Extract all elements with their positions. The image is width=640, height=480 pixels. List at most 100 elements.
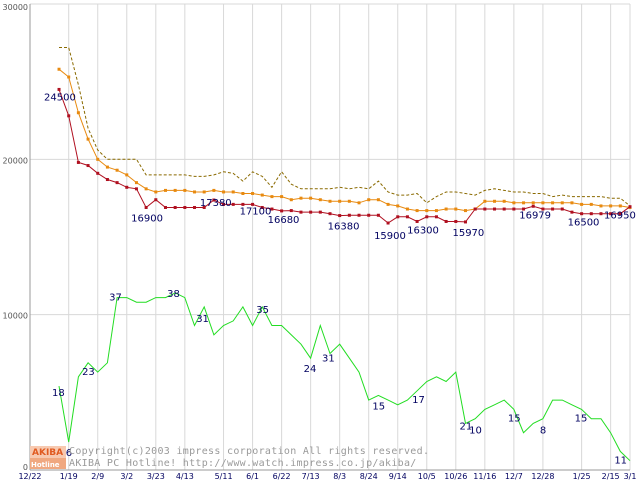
point-middle-48 bbox=[522, 201, 526, 205]
point-lowest-33 bbox=[376, 213, 380, 217]
data-label-lowest-4: 16680 bbox=[268, 215, 300, 226]
x-tick-label-4: 3/23 bbox=[147, 472, 165, 480]
point-lowest-38 bbox=[425, 215, 429, 219]
point-middle-42 bbox=[463, 209, 467, 213]
point-middle-10 bbox=[154, 190, 158, 194]
point-middle-8 bbox=[134, 181, 138, 185]
point-middle-29 bbox=[338, 199, 342, 203]
data-label-shops-18: 35 bbox=[256, 305, 269, 316]
data-label-shops-13: 6 bbox=[66, 448, 72, 459]
point-lowest-41 bbox=[454, 219, 458, 223]
data-label-lowest-6: 15900 bbox=[374, 231, 406, 242]
point-lowest-23 bbox=[280, 209, 284, 213]
data-label-shops-23: 21 bbox=[459, 421, 472, 432]
point-lowest-18 bbox=[231, 202, 235, 206]
point-lowest-58 bbox=[618, 212, 622, 216]
point-lowest-15 bbox=[202, 205, 206, 209]
point-lowest-34 bbox=[386, 221, 390, 225]
point-middle-50 bbox=[541, 201, 545, 205]
point-lowest-22 bbox=[270, 207, 274, 211]
point-middle-55 bbox=[589, 202, 593, 206]
point-middle-27 bbox=[318, 198, 322, 202]
point-middle-17 bbox=[222, 190, 226, 194]
point-lowest-8 bbox=[134, 187, 138, 191]
point-middle-2 bbox=[76, 111, 80, 115]
x-tick-label-12: 9/14 bbox=[389, 472, 407, 480]
x-tick-label-9: 7/13 bbox=[302, 472, 320, 480]
point-middle-31 bbox=[357, 201, 361, 205]
data-label-shops-26: 8 bbox=[540, 426, 546, 437]
point-lowest-44 bbox=[483, 207, 487, 211]
series-line-lowest bbox=[58, 89, 631, 224]
point-middle-35 bbox=[396, 204, 400, 208]
point-middle-51 bbox=[551, 201, 555, 205]
point-lowest-11 bbox=[163, 205, 167, 209]
point-middle-28 bbox=[328, 199, 332, 203]
point-middle-15 bbox=[202, 190, 206, 194]
point-middle-56 bbox=[599, 204, 603, 208]
data-label-shops-16: 38 bbox=[167, 289, 180, 300]
data-label-shops-17: 31 bbox=[196, 314, 209, 325]
logo-box-bottom bbox=[30, 458, 66, 469]
data-label-shops-25: 15 bbox=[508, 413, 521, 424]
point-lowest-36 bbox=[405, 215, 409, 219]
x-tick-label-18: 1/25 bbox=[573, 472, 591, 480]
point-middle-0 bbox=[57, 67, 61, 71]
point-lowest-2 bbox=[76, 160, 80, 164]
point-middle-12 bbox=[173, 188, 177, 192]
point-lowest-14 bbox=[193, 205, 197, 209]
point-middle-23 bbox=[280, 195, 284, 199]
data-label-lowest-2: 17380 bbox=[200, 198, 232, 209]
point-lowest-39 bbox=[434, 215, 438, 219]
x-tick-label-1: 1/19 bbox=[60, 472, 78, 480]
y-tick-label-0: 0 bbox=[23, 463, 28, 472]
point-lowest-10 bbox=[154, 198, 158, 202]
point-middle-1 bbox=[67, 75, 71, 79]
point-lowest-24 bbox=[289, 209, 293, 213]
point-middle-47 bbox=[512, 201, 516, 205]
point-lowest-54 bbox=[580, 212, 584, 216]
point-middle-21 bbox=[260, 193, 264, 197]
point-lowest-45 bbox=[493, 207, 497, 211]
data-label-shops-20: 31 bbox=[322, 354, 335, 365]
point-middle-22 bbox=[270, 195, 274, 199]
data-label-lowest-10: 16500 bbox=[568, 218, 600, 229]
point-middle-34 bbox=[386, 202, 390, 206]
point-middle-32 bbox=[367, 198, 371, 202]
publisher-logo: AKIBA Hotline bbox=[30, 446, 66, 469]
point-lowest-42 bbox=[463, 220, 467, 224]
series-line-middle bbox=[58, 68, 631, 212]
logo-text-bottom: Hotline bbox=[31, 461, 60, 469]
point-middle-49 bbox=[531, 201, 535, 205]
point-lowest-30 bbox=[347, 213, 351, 217]
chart-grid bbox=[29, 3, 631, 471]
data-label-shops-24: 10 bbox=[469, 426, 482, 437]
point-middle-24 bbox=[289, 198, 293, 202]
point-middle-37 bbox=[415, 209, 419, 213]
data-label-shops-27: 15 bbox=[575, 413, 588, 424]
point-lowest-17 bbox=[222, 202, 226, 206]
data-label-shops-21: 15 bbox=[372, 401, 385, 412]
x-tick-label-5: 4/13 bbox=[176, 472, 194, 480]
point-lowest-27 bbox=[318, 210, 322, 214]
y-tick-label-2: 20000 bbox=[3, 156, 28, 165]
point-lowest-3 bbox=[86, 164, 90, 168]
point-lowest-59 bbox=[628, 205, 632, 209]
point-lowest-49 bbox=[531, 204, 535, 208]
x-tick-label-15: 11/16 bbox=[473, 472, 496, 480]
data-label-shops-15: 37 bbox=[109, 293, 122, 304]
point-lowest-31 bbox=[357, 213, 361, 217]
x-tick-label-10: 8/3 bbox=[333, 472, 346, 480]
point-middle-53 bbox=[570, 201, 574, 205]
point-lowest-47 bbox=[512, 207, 516, 211]
point-middle-19 bbox=[241, 192, 245, 196]
x-tick-label-13: 10/5 bbox=[418, 472, 436, 480]
point-lowest-4 bbox=[96, 171, 100, 175]
point-lowest-9 bbox=[144, 205, 148, 209]
point-middle-36 bbox=[405, 207, 409, 211]
point-middle-9 bbox=[144, 187, 148, 191]
point-lowest-37 bbox=[415, 219, 419, 223]
point-lowest-19 bbox=[241, 202, 245, 206]
point-middle-38 bbox=[425, 209, 429, 213]
